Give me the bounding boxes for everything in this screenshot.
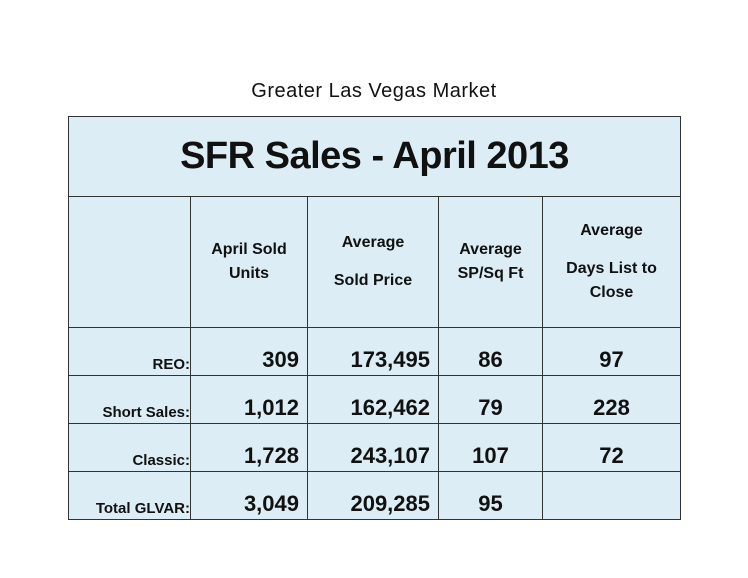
units-cell: 1,012 (190, 375, 308, 424)
price-cell: 162,462 (307, 375, 439, 424)
table-row: Classic: 1,728 243,107 107 72 (68, 423, 681, 472)
sales-table: SFR Sales - April 2013 April Sold Units A… (68, 116, 681, 520)
units-cell: 3,049 (190, 471, 308, 520)
row-label: Short Sales: (68, 375, 191, 424)
header-units: April Sold Units (190, 196, 308, 328)
table-row: Total GLVAR: 3,049 209,285 95 (68, 471, 681, 520)
table-title: SFR Sales - April 2013 (68, 116, 681, 197)
days-cell: 72 (542, 423, 681, 472)
price-cell: 173,495 (307, 327, 439, 376)
units-cell: 1,728 (190, 423, 308, 472)
row-label: Classic: (68, 423, 191, 472)
price-cell: 243,107 (307, 423, 439, 472)
header-price: Average Sold Price (307, 196, 439, 328)
sqft-cell: 95 (438, 471, 543, 520)
market-subtitle: Greater Las Vegas Market (251, 80, 497, 102)
header-row: April Sold Units Average Sold Price Averag… (68, 196, 681, 328)
table-row: Short Sales: 1,012 162,462 79 228 (68, 375, 681, 424)
sqft-cell: 107 (438, 423, 543, 472)
sqft-cell: 86 (438, 327, 543, 376)
header-sqft: Average SP/Sq Ft (438, 196, 543, 328)
row-label: Total GLVAR: (68, 471, 191, 520)
price-cell: 209,285 (307, 471, 439, 520)
days-cell: 97 (542, 327, 681, 376)
header-empty (68, 196, 191, 328)
days-cell (542, 471, 681, 520)
row-label: REO: (68, 327, 191, 376)
days-cell: 228 (542, 375, 681, 424)
header-days: Average Days List to Close (542, 196, 681, 328)
units-cell: 309 (190, 327, 308, 376)
sqft-cell: 79 (438, 375, 543, 424)
table-row: REO: 309 173,495 86 97 (68, 327, 681, 376)
